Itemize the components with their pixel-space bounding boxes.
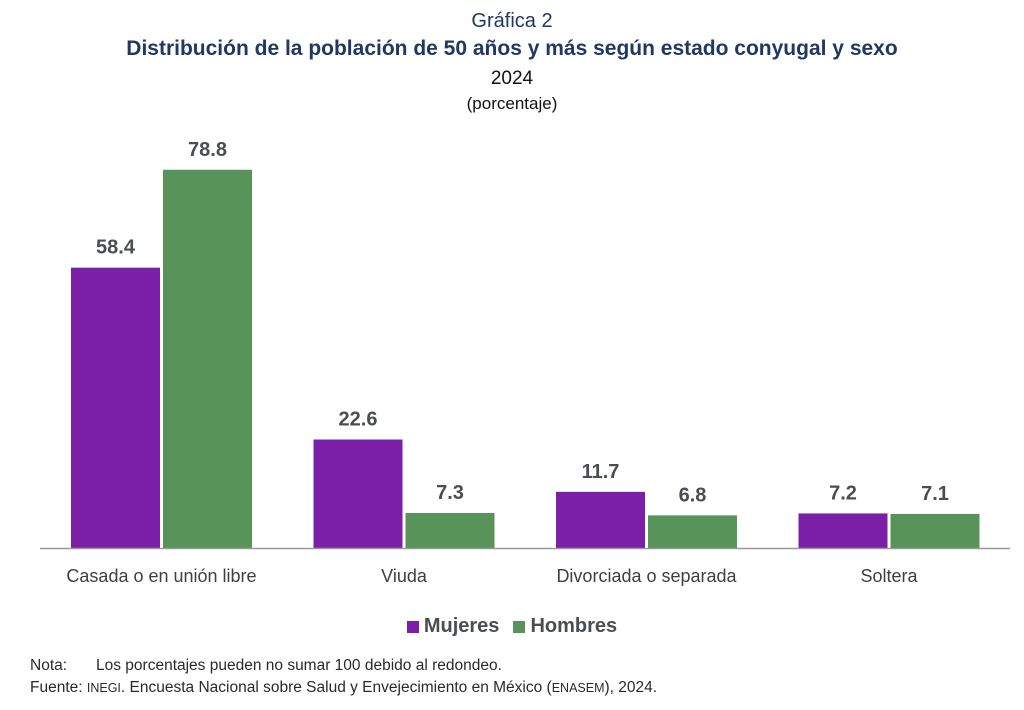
source-org: INEGI [86, 681, 121, 695]
legend-item-hombres: Hombres [513, 615, 617, 638]
bar-hombres-viuda [405, 512, 495, 548]
bar-mujeres-casada-o-en-union-libre [71, 267, 160, 548]
legend: Mujeres Hombres [0, 615, 1024, 638]
bar-mujeres-divorciada-o-separada [556, 491, 645, 548]
chart-unit: (porcentaje) [466, 94, 558, 113]
source-text-1: . Encuesta Nacional sobre Salud y Enveje… [120, 679, 552, 696]
legend-swatch-hombres [513, 620, 526, 633]
data-label-mujeres-soltera: 7.2 [829, 482, 857, 504]
source-abbr: ENASEM [551, 681, 605, 695]
note-row: Nota: Los porcentajes pueden no sumar 10… [30, 655, 657, 677]
data-label-hombres-casada-o-en-union-libre: 78.8 [188, 139, 227, 161]
x-tick-label-soltera: Soltera [860, 566, 918, 586]
footnotes: Nota: Los porcentajes pueden no sumar 10… [30, 655, 657, 699]
legend-swatch-mujeres [406, 620, 419, 633]
bar-hombres-casada-o-en-union-libre [163, 169, 252, 548]
data-label-hombres-divorciada-o-separada: 6.8 [679, 484, 707, 506]
chart-kicker: Gráfica 2 [471, 10, 553, 32]
chart-year: 2024 [490, 68, 534, 89]
x-tick-label-casada-o-en-union-libre: Casada o en unión libre [66, 566, 256, 586]
source-row: Fuente: INEGI. Encuesta Nacional sobre S… [30, 677, 657, 699]
legend-item-mujeres: Mujeres [406, 615, 500, 638]
source-label: Fuente: [30, 679, 83, 696]
legend-label-hombres: Hombres [530, 615, 618, 637]
data-label-mujeres-casada-o-en-union-libre: 58.4 [96, 237, 136, 259]
note-text: Los porcentajes pueden no sumar 100 debi… [96, 657, 502, 674]
data-label-mujeres-viuda: 22.6 [339, 409, 378, 431]
legend-label-mujeres: Mujeres [423, 615, 500, 637]
data-label-hombres-viuda: 7.3 [436, 482, 464, 504]
source-text-2: ), 2024. [604, 679, 658, 696]
bar-mujeres-viuda [313, 439, 403, 548]
data-label-hombres-soltera: 7.1 [921, 483, 949, 505]
data-label-mujeres-divorciada-o-separada: 11.7 [582, 461, 620, 483]
chart-title: Distribución de la población de 50 años … [126, 37, 898, 60]
note-label: Nota: [30, 657, 68, 674]
bar-mujeres-soltera [798, 513, 888, 548]
bar-hombres-soltera [890, 513, 980, 548]
bar-hombres-divorciada-o-separada [648, 515, 737, 548]
x-tick-label-divorciada-o-separada: Divorciada o separada [556, 566, 737, 586]
x-tick-label-viuda: Viuda [381, 566, 428, 586]
